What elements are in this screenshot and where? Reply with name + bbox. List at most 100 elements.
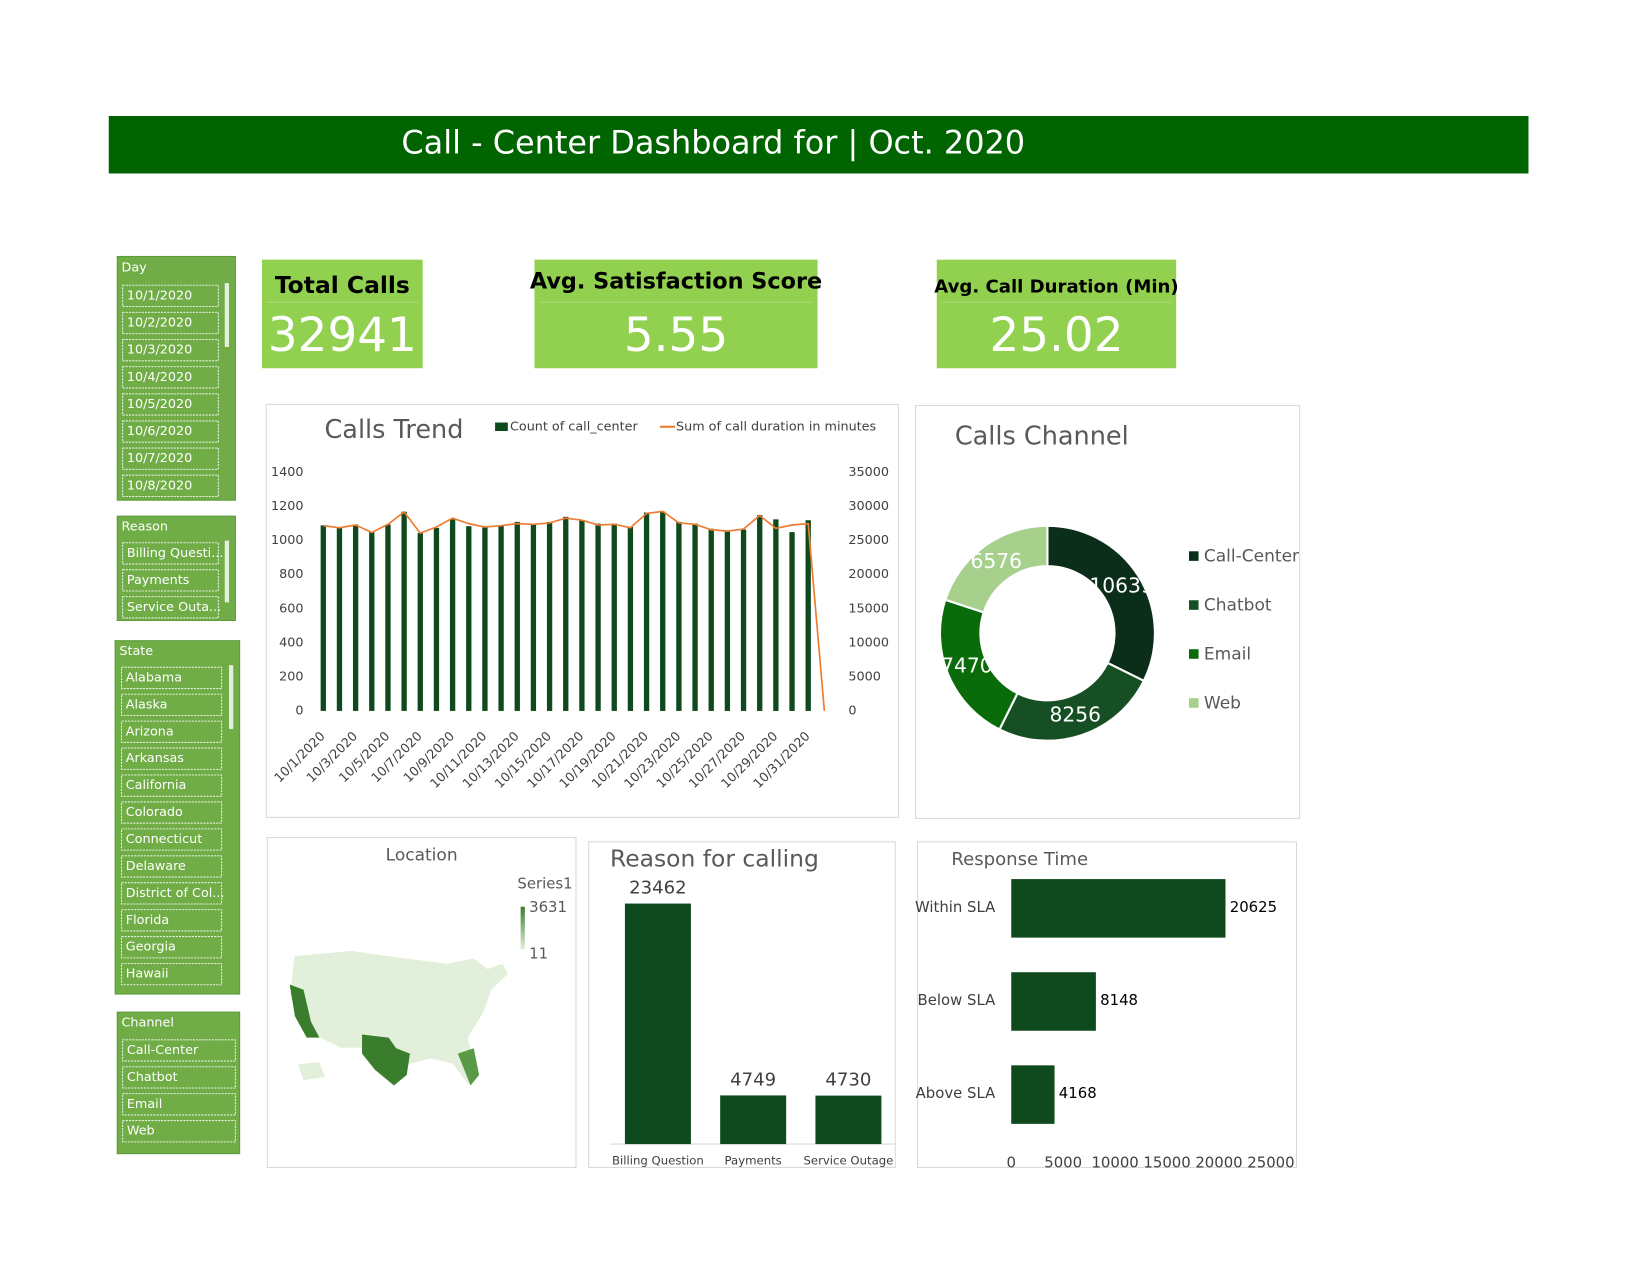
slicer-item[interactable] — [120, 882, 223, 905]
x-tick-label: Service Outage — [803, 1154, 893, 1168]
y-tick-label: 1200 — [271, 499, 303, 514]
bar — [1011, 972, 1096, 1031]
slicer-item-label[interactable]: Billing Questi... — [127, 546, 224, 561]
slicer-item[interactable] — [122, 569, 219, 592]
slicer-item[interactable] — [120, 774, 223, 797]
slicer-item-label[interactable]: Arkansas — [126, 751, 185, 766]
bar — [320, 525, 326, 711]
bar — [627, 527, 634, 711]
slicer-item[interactable] — [122, 542, 219, 565]
slicer-item[interactable] — [120, 909, 223, 932]
slicer-item-label[interactable]: Connecticut — [126, 832, 202, 847]
kpi-card — [534, 259, 818, 369]
alaska — [298, 1062, 325, 1081]
slicer-item-label[interactable]: Florida — [126, 913, 169, 928]
slicer-item[interactable] — [120, 693, 223, 717]
slicer-item-label[interactable]: Web — [127, 1124, 155, 1139]
slicer-item-label[interactable]: 10/3/2020 — [127, 343, 192, 358]
slicer-item[interactable] — [122, 311, 219, 335]
slicer-item[interactable] — [122, 284, 219, 308]
header-bar — [108, 116, 1529, 174]
slicer-item-label[interactable]: 10/4/2020 — [127, 370, 192, 385]
slicer-item-label[interactable]: 10/5/2020 — [127, 397, 192, 412]
slicer-item-label[interactable]: District of Col... — [126, 886, 225, 901]
slicer-item[interactable] — [120, 855, 223, 878]
slicer-item-label[interactable]: 10/2/2020 — [127, 316, 192, 331]
bar — [369, 532, 375, 711]
slicer-item-label[interactable]: Delaware — [126, 859, 186, 874]
data-label: 8256 — [1050, 702, 1101, 726]
bar — [773, 519, 779, 711]
bar — [530, 524, 537, 711]
slicer-item[interactable] — [120, 720, 223, 743]
scrollbar[interactable] — [224, 540, 230, 603]
slicer-title: State — [119, 644, 153, 659]
y-tick-label: 800 — [279, 567, 303, 582]
y2-tick-label: 30000 — [848, 499, 889, 514]
slicer-title: Day — [122, 261, 148, 276]
slicer-item-label[interactable]: Call-Center — [127, 1043, 199, 1058]
bar — [789, 532, 795, 711]
slicer-item[interactable] — [122, 420, 219, 443]
line — [323, 510, 826, 712]
legend-min: 11 — [529, 945, 548, 963]
slicer-item-label[interactable]: Arizona — [126, 724, 174, 739]
y2-tick-label: 5000 — [848, 669, 881, 684]
slicer-item[interactable] — [122, 393, 219, 416]
slicer-item-label[interactable]: 10/7/2020 — [127, 451, 192, 466]
donut-slice — [1046, 524, 1156, 683]
slicer-item-label[interactable]: Email — [127, 1097, 162, 1112]
slicer-item-label[interactable]: Chatbot — [127, 1070, 178, 1085]
y-tick-label: Within SLA — [915, 898, 996, 916]
slicer-item-label[interactable]: Payments — [127, 573, 190, 588]
slicer-item-label[interactable]: California — [126, 778, 187, 793]
slicer-item-label[interactable]: Georgia — [126, 940, 176, 955]
slicer-item[interactable] — [122, 1066, 236, 1089]
legend-swatch — [1188, 600, 1199, 610]
x-tick-label: 15000 — [1143, 1153, 1190, 1171]
slicer-item-label[interactable]: Alabama — [126, 670, 182, 685]
slicer-item-label[interactable]: 10/6/2020 — [127, 424, 192, 439]
slicer-item[interactable] — [120, 962, 223, 986]
slicer-item[interactable] — [122, 338, 219, 362]
slicer-title: Channel — [122, 1015, 174, 1030]
slicer-item[interactable] — [120, 747, 223, 770]
bar — [417, 532, 423, 711]
legend-label: Sum of call duration in minutes — [676, 419, 877, 434]
slicer-item-label[interactable]: Hawaii — [126, 967, 169, 982]
slicer-item[interactable] — [122, 1093, 236, 1116]
scrollbar[interactable] — [229, 665, 234, 730]
slicer-item[interactable] — [122, 447, 219, 470]
y-tick-label: 600 — [279, 601, 303, 616]
legend-label: Call-Center — [1204, 547, 1299, 567]
bar — [740, 529, 747, 711]
scrollbar[interactable] — [224, 283, 230, 347]
slicer-item-label[interactable]: Service Outa... — [127, 600, 221, 615]
slicer-item[interactable] — [122, 1039, 236, 1062]
x-tick-label: 0 — [1007, 1153, 1016, 1171]
slicer-item[interactable] — [122, 596, 219, 619]
x-tick-label: Billing Question — [612, 1154, 704, 1168]
slicer-item-label[interactable]: 10/8/2020 — [127, 478, 192, 493]
slicer-item-label[interactable]: Colorado — [126, 805, 183, 820]
slicer-item[interactable] — [120, 936, 223, 959]
bar — [595, 523, 601, 711]
slicer-item[interactable] — [122, 366, 219, 389]
slicer-item[interactable] — [120, 801, 223, 824]
x-tick-label: 20000 — [1195, 1153, 1242, 1171]
slicer-item-label[interactable]: 10/1/2020 — [127, 288, 192, 303]
slicer-item[interactable] — [122, 1120, 236, 1143]
slicer-item[interactable] — [120, 828, 223, 851]
y-tick-label: Below SLA — [918, 991, 997, 1009]
slicer-title: Reason — [122, 519, 169, 534]
bar — [815, 1095, 882, 1145]
bar — [1011, 1065, 1055, 1124]
slicer-item-label[interactable]: Alaska — [126, 697, 168, 712]
slicer-item[interactable] — [120, 666, 223, 690]
data-label: 8148 — [1100, 991, 1138, 1009]
slicer-item[interactable] — [122, 474, 219, 498]
x-tick-label: 5000 — [1044, 1153, 1082, 1171]
chart-title: Calls Trend — [324, 415, 463, 445]
